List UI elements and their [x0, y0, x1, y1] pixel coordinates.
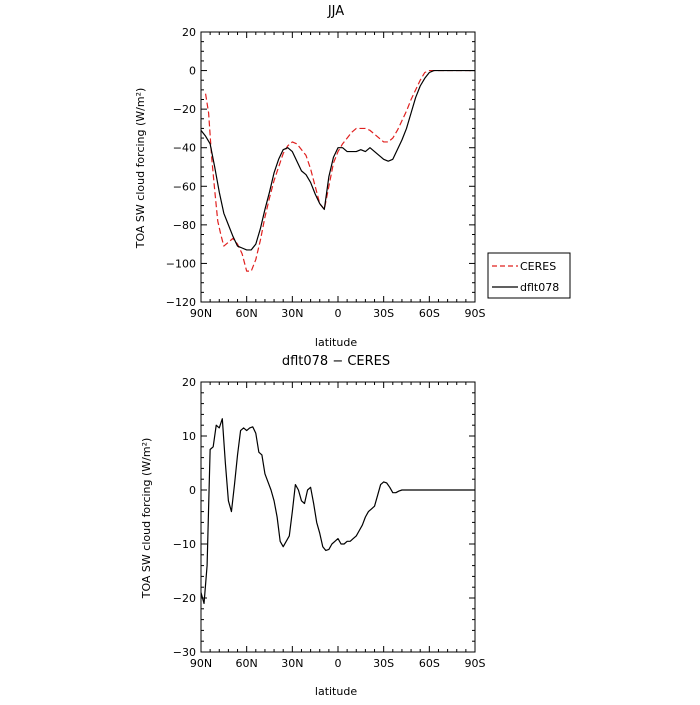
x-tick-label: 30S — [373, 307, 394, 320]
y-tick-label: −20 — [173, 103, 196, 116]
x-tick-label: 60S — [419, 307, 440, 320]
bottom-panel-ylabel: TOA SW cloud forcing (W/m²) — [140, 438, 153, 600]
top-panel-tick-labels: −120 −100 −80 −60 −40 −20 0 20 90N 60N 30N 0 30S 60S 9… — [166, 26, 486, 320]
top-panel-ticks — [200, 31, 476, 303]
x-tick-label: 90N — [190, 307, 212, 320]
bottom-panel-series — [200, 418, 475, 605]
top-panel-series — [200, 69, 475, 272]
legend-box — [487, 252, 571, 299]
bottom-panel-ticks — [200, 381, 476, 653]
series-line-dflt078 — [200, 69, 475, 251]
x-tick-label: 30S — [373, 657, 394, 670]
x-tick-label: 30N — [281, 307, 303, 320]
top-panel-ylabel: TOA SW cloud forcing (W/m²) — [134, 88, 147, 250]
x-tick-label: 90S — [465, 307, 486, 320]
bottom-panel-xlabel: latitude — [315, 685, 357, 698]
legend-label-dflt078: dflt078 — [520, 281, 559, 294]
y-tick-label: −120 — [166, 296, 196, 309]
y-tick-label: −100 — [166, 257, 196, 270]
x-tick-label: 0 — [335, 657, 342, 670]
y-tick-label: 20 — [182, 26, 196, 39]
y-tick-label: 0 — [189, 65, 196, 78]
x-tick-label: 30N — [281, 657, 303, 670]
x-tick-label: 60N — [236, 657, 258, 670]
y-tick-label: −60 — [173, 180, 196, 193]
top-panel-title: JJA — [327, 4, 344, 19]
y-tick-label: −20 — [173, 592, 196, 605]
top-panel-xlabel: latitude — [315, 336, 357, 349]
bottom-panel: dflt078 − CERES TOA SW cloud forcing (W/… — [140, 354, 486, 698]
y-tick-label: −30 — [173, 646, 196, 659]
bottom-panel-title: dflt078 − CERES — [282, 354, 390, 369]
top-panel-frame — [200, 31, 476, 303]
x-tick-label: 90S — [465, 657, 486, 670]
bottom-panel-tick-labels: −30 −20 −10 0 10 20 90N 60N 30N 0 30S 60S 90S — [173, 376, 486, 670]
legend: CERES dflt078 — [487, 252, 571, 299]
x-tick-label: 90N — [190, 657, 212, 670]
y-tick-label: 20 — [182, 376, 196, 389]
y-tick-label: −80 — [173, 219, 196, 232]
x-tick-label: 60N — [236, 307, 258, 320]
y-tick-label: −10 — [173, 538, 196, 551]
top-panel: JJA TOA SW cloud forcing (W/m²) latitude… — [134, 4, 571, 349]
x-tick-label: 60S — [419, 657, 440, 670]
bottom-panel-frame — [200, 381, 476, 653]
x-tick-label: 0 — [335, 307, 342, 320]
y-tick-label: 10 — [182, 430, 196, 443]
y-tick-label: −40 — [173, 142, 196, 155]
legend-label-ceres: CERES — [520, 260, 556, 273]
series-line-ceres — [204, 69, 475, 272]
series-line-difference — [200, 418, 475, 605]
y-tick-label: 0 — [189, 484, 196, 497]
